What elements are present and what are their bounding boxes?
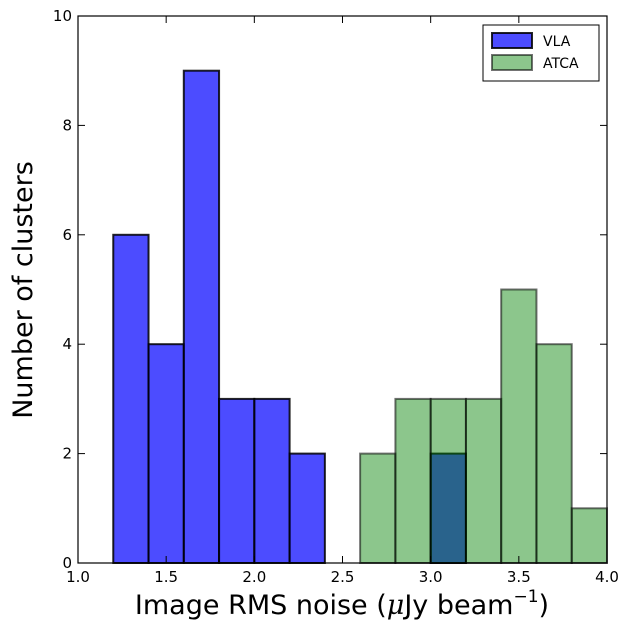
x-axis-label-suffix: ) <box>539 590 550 621</box>
y-tick-label-2: 4 <box>62 335 72 353</box>
bar-atca-0 <box>359 452 397 565</box>
bar-atca-6 <box>570 507 609 564</box>
x-axis-label-prefix: Image RMS noise ( <box>135 590 387 621</box>
y-axis-label: Number of clusters <box>8 161 39 419</box>
legend-label-atca: ATCA <box>543 56 579 72</box>
y-tick-label-5: 10 <box>53 7 72 25</box>
x-tick-label-1: 1.5 <box>154 568 178 586</box>
x-tick-label-6: 4.0 <box>595 568 619 586</box>
bar-atca-4 <box>500 288 538 564</box>
bar-vla-4 <box>253 397 291 564</box>
y-tick-label-4: 8 <box>62 116 72 134</box>
x-tick-label-5: 3.5 <box>507 568 531 586</box>
bar-atca-2 <box>429 397 467 564</box>
legend-swatch-atca <box>491 54 533 71</box>
bars-layer <box>112 69 609 565</box>
ticks-layer: 1.0 1.5 2.0 2.5 3.0 3.5 4.0 0 2 4 6 8 10 <box>53 7 619 586</box>
bar-vla-2 <box>182 69 221 564</box>
bar-vla-1 <box>147 343 185 565</box>
bar-vla-5 <box>288 452 326 565</box>
x-tick-label-2: 2.0 <box>242 568 266 586</box>
x-axis-label-mu: μ <box>387 590 405 621</box>
legend-swatch-vla <box>491 32 533 49</box>
x-axis-label-unit: Jy beam <box>402 590 513 621</box>
x-tick-label-4: 3.0 <box>419 568 443 586</box>
bar-vla-3 <box>218 397 256 564</box>
bar-atca-5 <box>535 343 573 565</box>
legend-label-vla: VLA <box>543 34 571 50</box>
legend: VLA ATCA <box>482 24 600 82</box>
x-tick-label-0: 1.0 <box>66 568 90 586</box>
bar-atca-3 <box>464 397 503 564</box>
x-axis-label: Image RMS noise (μJy beam−1) <box>135 587 549 621</box>
x-tick-label-3: 2.5 <box>331 568 355 586</box>
y-tick-label-3: 6 <box>62 226 72 244</box>
bar-atca-1 <box>394 397 432 564</box>
bar-vla-0 <box>112 233 150 565</box>
x-axis-label-exponent: −1 <box>513 587 538 607</box>
y-tick-label-1: 2 <box>62 445 72 463</box>
y-tick-label-0: 0 <box>62 554 72 572</box>
